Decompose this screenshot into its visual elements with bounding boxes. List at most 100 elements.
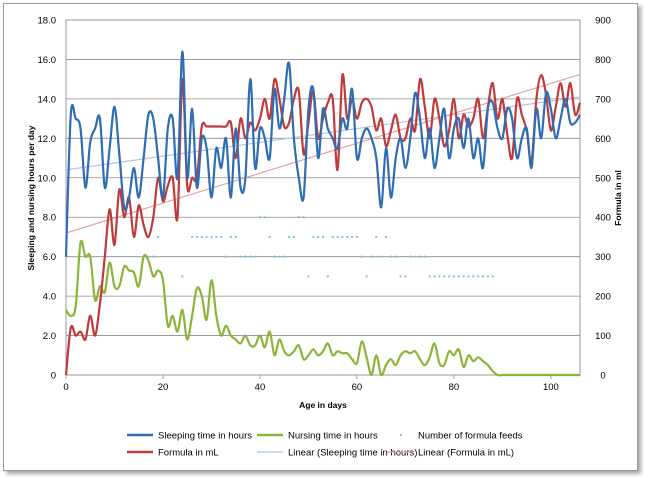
formula-feeds-point [452,275,455,278]
formula-feeds-point [239,255,242,258]
formula-feeds-point [365,275,368,278]
formula-feeds-point [200,235,203,238]
sleeping-time-in-hours-line [64,50,581,257]
formula-feeds-point [191,235,194,238]
formula-feeds-point [346,235,349,238]
formula-feeds-point [181,275,184,278]
legend-label: Linear (Sleeping time in hours) [288,448,417,459]
formula-feeds-point [210,235,213,238]
legend-label: Sleeping time in hours [158,431,252,442]
formula-feeds-point [418,255,421,258]
formula-feeds-point [278,255,281,258]
right-axis-title: Formula in ml [613,170,623,226]
right-tick-label: 0 [600,371,605,382]
formula-feeds-point [477,275,480,278]
legend-label: Nursing time in hours [288,431,378,442]
formula-feeds-point [380,255,383,258]
formula-feeds-point [409,255,412,258]
formula-feeds-point [292,235,295,238]
formula-feeds-point [195,235,198,238]
formula-feeds-point [370,255,373,258]
formula-feeds-point [355,235,358,238]
formula-feeds-point [215,235,218,238]
formula-feeds-point [404,275,407,278]
left-tick-label: 18.0 [38,16,57,27]
formula-feeds-point [351,235,354,238]
right-tick-label: 400 [595,213,611,224]
data-series [64,50,582,377]
formula-feeds-point [462,275,465,278]
formula-feeds-point [433,275,436,278]
formula-feeds-point [288,235,291,238]
formula-feeds-point [263,216,266,219]
formula-feeds-point [205,235,208,238]
formula-feeds-point [322,235,324,238]
left-tick-label: 2.0 [43,331,56,342]
formula-feeds-point [399,275,402,278]
right-tick-label: 600 [595,134,611,145]
formula-in-ml-line [64,73,582,376]
formula-feeds-point [268,235,271,238]
formula-feeds-point [302,216,305,219]
right-tick-label: 900 [595,16,611,27]
left-tick-label: 16.0 [38,55,57,66]
formula-feeds-point [438,275,441,278]
x-tick-label: 60 [352,382,363,393]
right-tick-label: 800 [595,55,611,66]
left-tick-label: 6.0 [43,252,56,263]
formula-feeds-point [443,275,446,278]
formula-feeds-point [423,255,426,258]
formula-feeds-point [448,275,451,278]
formula-feeds-point [297,216,300,219]
formula-feeds-point [457,275,460,278]
formula-feeds-point [225,255,228,258]
nursing-time-in-hours-line [65,239,580,377]
plot-area-border [65,19,581,376]
left-tick-label: 8.0 [43,213,56,224]
formula-feeds-point [486,275,489,278]
legend-swatch [400,434,402,436]
right-tick-label: 500 [595,173,611,184]
legend-label: Linear (Formula in mL) [418,448,514,459]
formula-feeds-point [273,255,276,258]
legend-label: Number of formula feeds [418,431,523,442]
formula-feeds-point [394,255,397,258]
formula-feeds-point [491,275,494,278]
formula-feeds-point [375,235,378,238]
formula-feeds-point [331,235,334,238]
x-tick-label: 0 [63,382,68,393]
formula-feeds-point [229,235,232,238]
formula-feeds-point [389,255,392,258]
right-tick-label: 100 [595,331,611,342]
formula-feeds-point [312,235,315,238]
formula-feeds-point [234,235,237,238]
x-tick-label: 80 [449,382,460,393]
formula-feeds-point [341,235,344,238]
x-axis-title: Age in days [299,400,347,410]
formula-feeds-point [244,255,247,258]
formula-feeds-point [482,275,485,278]
formula-feeds-point [472,275,475,278]
formula-feeds-point [414,255,417,258]
formula-feeds-point [258,216,261,219]
right-tick-label: 200 [595,292,611,303]
formula-feeds-point [385,235,388,238]
x-tick-label: 40 [255,382,266,393]
legend: Sleeping time in hours Nursing time in ho… [127,431,523,459]
formula-feeds-point [428,275,431,278]
formula-feeds-point [467,275,470,278]
formula-feeds-point [249,255,252,258]
right-tick-label: 300 [595,252,611,263]
left-axis-ticks: 0 2.0 4.0 6.0 8.0 10.0 12.0 14.0 16.0 18.0 [38,16,57,382]
x-tick-label: 100 [543,382,559,393]
formula-feeds-point [152,255,155,258]
formula-feeds-point [283,255,286,258]
left-tick-label: 4.0 [43,292,56,303]
right-axis-ticks: 0 100 200 300 400 500 600 700 800 900 [595,16,611,382]
left-tick-label: 12.0 [38,134,57,145]
formula-feeds-point [326,275,329,278]
formula-feeds-point [336,235,339,238]
formula-feeds-point [147,255,150,258]
left-axis-title: Sleeping and nursing hours per day [26,125,36,270]
formula-feeds-point [254,255,257,258]
